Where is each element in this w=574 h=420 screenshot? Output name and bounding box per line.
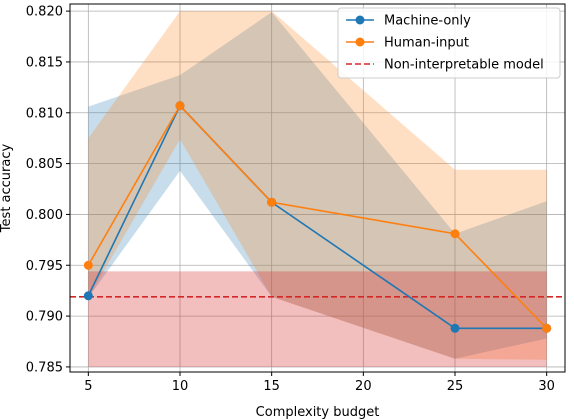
band-machine-only: [88, 12, 547, 359]
x-tick-label: 30: [538, 379, 555, 394]
y-tick-label: 0.810: [26, 106, 63, 121]
plot-frame: [69, 3, 566, 373]
point-human-input: [175, 101, 185, 111]
band-non-interpretable-model: [88, 271, 547, 367]
legend-entry-human-input: Human-input: [346, 36, 469, 51]
legend-entry-machine-only: Machine-only: [346, 14, 471, 29]
y-tick-label: 0.820: [26, 5, 63, 20]
y-tick-label: 0.790: [26, 310, 63, 325]
y-tick-label: 0.800: [26, 208, 63, 223]
y-tick-label: 0.805: [26, 157, 63, 172]
y-tick-label: 0.795: [26, 259, 63, 274]
confidence-bands: [88, 11, 547, 360]
legend-marker-machine-only: [355, 15, 365, 25]
legend: Machine-only Human-input Non-interpretab…: [337, 7, 561, 79]
x-axis-label: Complexity budget: [256, 405, 380, 420]
x-tick-label: 25: [447, 379, 464, 394]
series-markers: [83, 101, 552, 333]
y-tick-label: 0.815: [26, 55, 63, 70]
legend-marker-human-input: [355, 37, 365, 47]
point-machine-only: [450, 323, 460, 333]
y-tick-label: 0.785: [26, 360, 63, 375]
x-tick-label: 10: [172, 379, 189, 394]
point-human-input: [83, 260, 93, 270]
point-human-input: [450, 229, 460, 239]
legend-box: [337, 7, 561, 79]
x-tick-label: 15: [263, 379, 280, 394]
point-human-input: [542, 323, 552, 333]
legend-entry-non-interpretable-model: Non-interpretable model: [346, 58, 544, 73]
x-tick-label: 5: [84, 379, 92, 394]
point-human-input: [267, 197, 277, 207]
reference-line-group: [70, 271, 565, 367]
band-human-input: [88, 11, 547, 360]
legend-label-human-input: Human-input: [384, 36, 469, 51]
y-axis-label: Test accuracy: [0, 144, 14, 234]
axis-ticks: 5 10 15 20 25 30 0.785 0.790 0.795 0.800 0.805 0.81…: [26, 5, 555, 394]
legend-label-machine-only: Machine-only: [384, 14, 471, 29]
point-machine-only: [83, 291, 93, 301]
x-tick-label: 20: [355, 379, 372, 394]
legend-label-non-interpretable-model: Non-interpretable model: [384, 58, 544, 73]
